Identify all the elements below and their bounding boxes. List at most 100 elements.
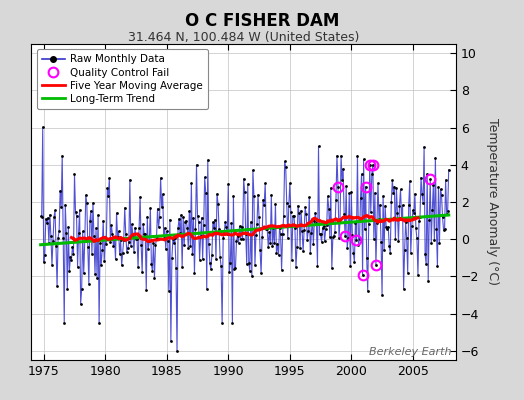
Point [42,220,51,227]
Point [356,195,365,201]
Point [285,203,293,210]
Point [408,223,416,230]
Point [206,266,215,272]
Point [286,180,294,187]
Point [146,205,155,211]
Point [300,227,308,234]
Point [369,236,378,242]
Point [114,228,123,234]
Point [359,156,368,162]
Point [217,263,225,269]
Point [141,231,149,237]
Point [233,233,242,239]
Point [163,238,172,245]
Point [48,262,56,268]
Point [325,234,334,240]
Point [384,224,392,230]
Point [338,177,346,183]
Point [214,200,222,207]
Point [80,270,88,276]
Point [306,250,314,256]
Point [226,260,235,266]
Point [351,220,359,226]
Point [122,231,130,238]
Point [59,234,68,241]
Point [171,235,179,242]
Point [313,262,322,269]
Point [175,215,183,222]
Point [74,230,83,236]
Point [56,188,64,194]
Point [392,185,401,191]
Point [252,232,260,238]
Point [390,184,399,190]
Point [58,152,67,159]
Point [110,243,118,250]
Point [345,190,354,196]
Point [335,235,343,241]
Point [388,177,397,184]
Point [379,193,387,199]
Point [100,258,108,264]
Point [186,243,194,249]
Point [429,182,438,188]
Point [124,245,132,251]
Point [396,186,405,193]
Point [49,237,57,244]
Point [176,230,184,236]
Point [339,166,347,172]
Point [190,270,199,276]
Point [403,270,412,276]
Point [311,210,320,216]
Point [91,270,99,277]
Point [188,251,196,258]
Point [93,275,101,282]
Point [316,231,325,237]
Point [312,220,321,226]
Point [258,234,266,240]
Point [305,194,313,201]
Point [414,271,422,278]
Point [324,205,333,212]
Point [177,212,185,218]
Point [389,190,398,196]
Point [332,197,340,203]
Point [354,242,363,248]
Point [337,152,345,159]
Point [127,243,135,249]
Point [169,236,177,242]
Point [321,238,329,244]
Point [272,250,281,257]
Point [270,240,279,246]
Point [348,232,356,238]
Point [111,256,119,262]
Point [46,211,54,218]
Point [99,218,107,224]
Point [155,224,163,231]
Point [203,286,211,292]
Point [349,250,357,256]
Point [355,236,364,243]
Point [415,218,423,224]
Point [173,348,181,354]
Point [158,191,167,197]
Point [283,235,292,241]
Point [106,239,115,246]
Point [409,207,417,214]
Point [224,180,233,187]
Point [381,202,389,209]
Point [37,213,45,220]
Point [443,208,452,214]
Point [350,259,358,265]
Point [280,158,289,164]
Point [314,143,323,150]
Point [139,221,147,227]
Point [222,224,231,230]
Point [398,202,407,208]
Point [113,234,122,240]
Point [368,171,376,177]
Point [245,260,253,266]
Point [434,184,443,190]
Point [330,232,338,239]
Point [134,264,142,271]
